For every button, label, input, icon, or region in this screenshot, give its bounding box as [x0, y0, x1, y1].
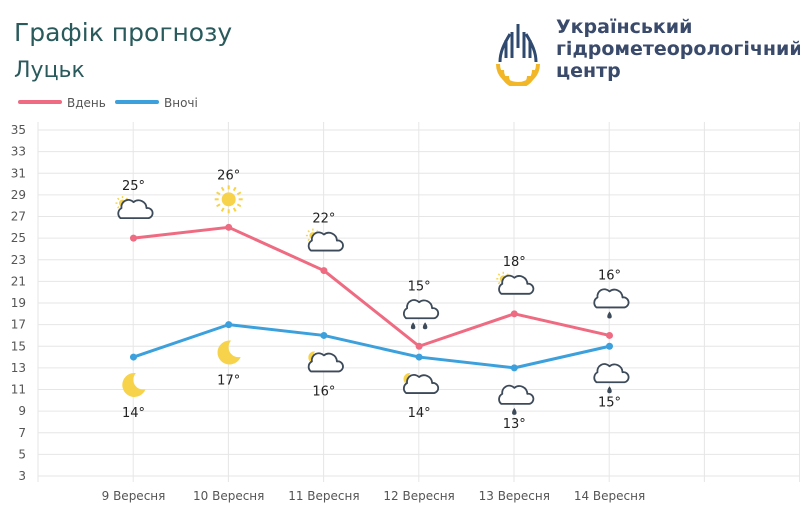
x-tick-label: 12 Вересня [383, 489, 454, 503]
moon-icon [217, 340, 241, 365]
y-tick-label: 21 [11, 274, 26, 288]
moon-icon [122, 372, 146, 397]
chart-legend: Вдень Вночі [18, 96, 198, 110]
night-temp-label: 17° [217, 374, 240, 389]
org-line-3: центр [556, 60, 621, 82]
data-point-night [510, 364, 518, 372]
y-tick-label: 5 [18, 447, 26, 461]
night-temp-label: 14° [122, 406, 145, 421]
legend-night-label: Вночі [164, 96, 198, 110]
data-point-night [225, 321, 233, 329]
day-temp-label: 26° [217, 168, 240, 183]
x-tick-label: 14 Вересня [574, 489, 645, 503]
y-tick-label: 29 [11, 188, 26, 202]
data-point-day [510, 310, 518, 318]
night-temp-label: 16° [312, 384, 335, 399]
y-tick-label: 7 [18, 426, 26, 440]
night-temp-label: 14° [408, 406, 431, 421]
y-tick-label: 31 [11, 166, 26, 180]
x-tick-label: 13 Вересня [479, 489, 550, 503]
x-tick-label: 11 Вересня [288, 489, 359, 503]
weather-icons [115, 185, 630, 415]
y-tick-label: 27 [11, 210, 26, 224]
data-point-night [320, 331, 328, 339]
page-title: Графік прогнозу [14, 18, 233, 47]
org-line-1: Український [556, 16, 693, 38]
y-tick-label: 23 [11, 253, 26, 267]
series-line-day [133, 225, 610, 348]
temperature-labels: 25° 26° 22° 15° 18° 16° 14° 17° 16° 14° 13° 15° [122, 168, 621, 432]
day-temp-label: 25° [122, 179, 145, 194]
data-point-day [606, 331, 613, 339]
data-point-night [606, 342, 613, 350]
series-line-night [133, 323, 610, 370]
y-tick-label: 11 [11, 383, 26, 397]
y-tick-label: 35 [11, 123, 26, 137]
chart-series [130, 223, 613, 372]
sun-icon [214, 185, 243, 214]
x-tick-label: 10 Вересня [193, 489, 264, 503]
day-temp-label: 18° [503, 255, 526, 270]
y-tick-label: 15 [11, 339, 26, 353]
y-tick-label: 17 [11, 318, 26, 332]
partly-cloudy-icon [305, 228, 344, 252]
light-rain-cloud-icon [498, 384, 535, 415]
org-name: Український гідрометеорологічний центр [556, 16, 800, 82]
y-tick-label: 33 [11, 145, 26, 159]
night-temp-label: 15° [598, 395, 621, 410]
y-tick-label: 13 [11, 361, 26, 375]
data-point-night [130, 353, 137, 361]
legend-night-swatch [115, 100, 159, 104]
partly-cloudy-night-icon [307, 351, 344, 373]
city-name: Луцьк [14, 58, 85, 83]
partly-cloudy-icon [496, 271, 535, 295]
y-tick-label: 9 [18, 404, 26, 418]
legend-day-label: Вдень [67, 96, 106, 110]
ukrhydromet-logo-icon [496, 20, 540, 86]
partly-cloudy-icon [115, 196, 154, 220]
y-tick-label: 19 [11, 296, 26, 310]
night-temp-label: 13° [503, 417, 526, 432]
day-temp-label: 16° [598, 268, 621, 283]
light-rain-cloud-icon [593, 363, 630, 394]
x-axis: 9 Вересня 10 Вересня 11 Вересня 12 Вересня 1… [102, 489, 646, 503]
data-point-night [415, 353, 423, 361]
org-line-2: гідрометеорологічний [556, 38, 800, 60]
legend-day-swatch [18, 100, 62, 104]
y-tick-label: 25 [11, 231, 26, 245]
data-point-day [130, 234, 137, 242]
day-temp-label: 15° [408, 279, 431, 294]
light-rain-cloud-icon [593, 288, 630, 319]
data-point-day [320, 267, 328, 275]
y-tick-label: 3 [18, 469, 26, 483]
x-tick-label: 9 Вересня [102, 489, 166, 503]
data-point-day [415, 342, 423, 350]
data-point-day [225, 223, 233, 231]
rain-cloud-icon [402, 299, 440, 330]
day-temp-label: 22° [312, 212, 335, 227]
partly-cloudy-night-icon [402, 373, 440, 394]
